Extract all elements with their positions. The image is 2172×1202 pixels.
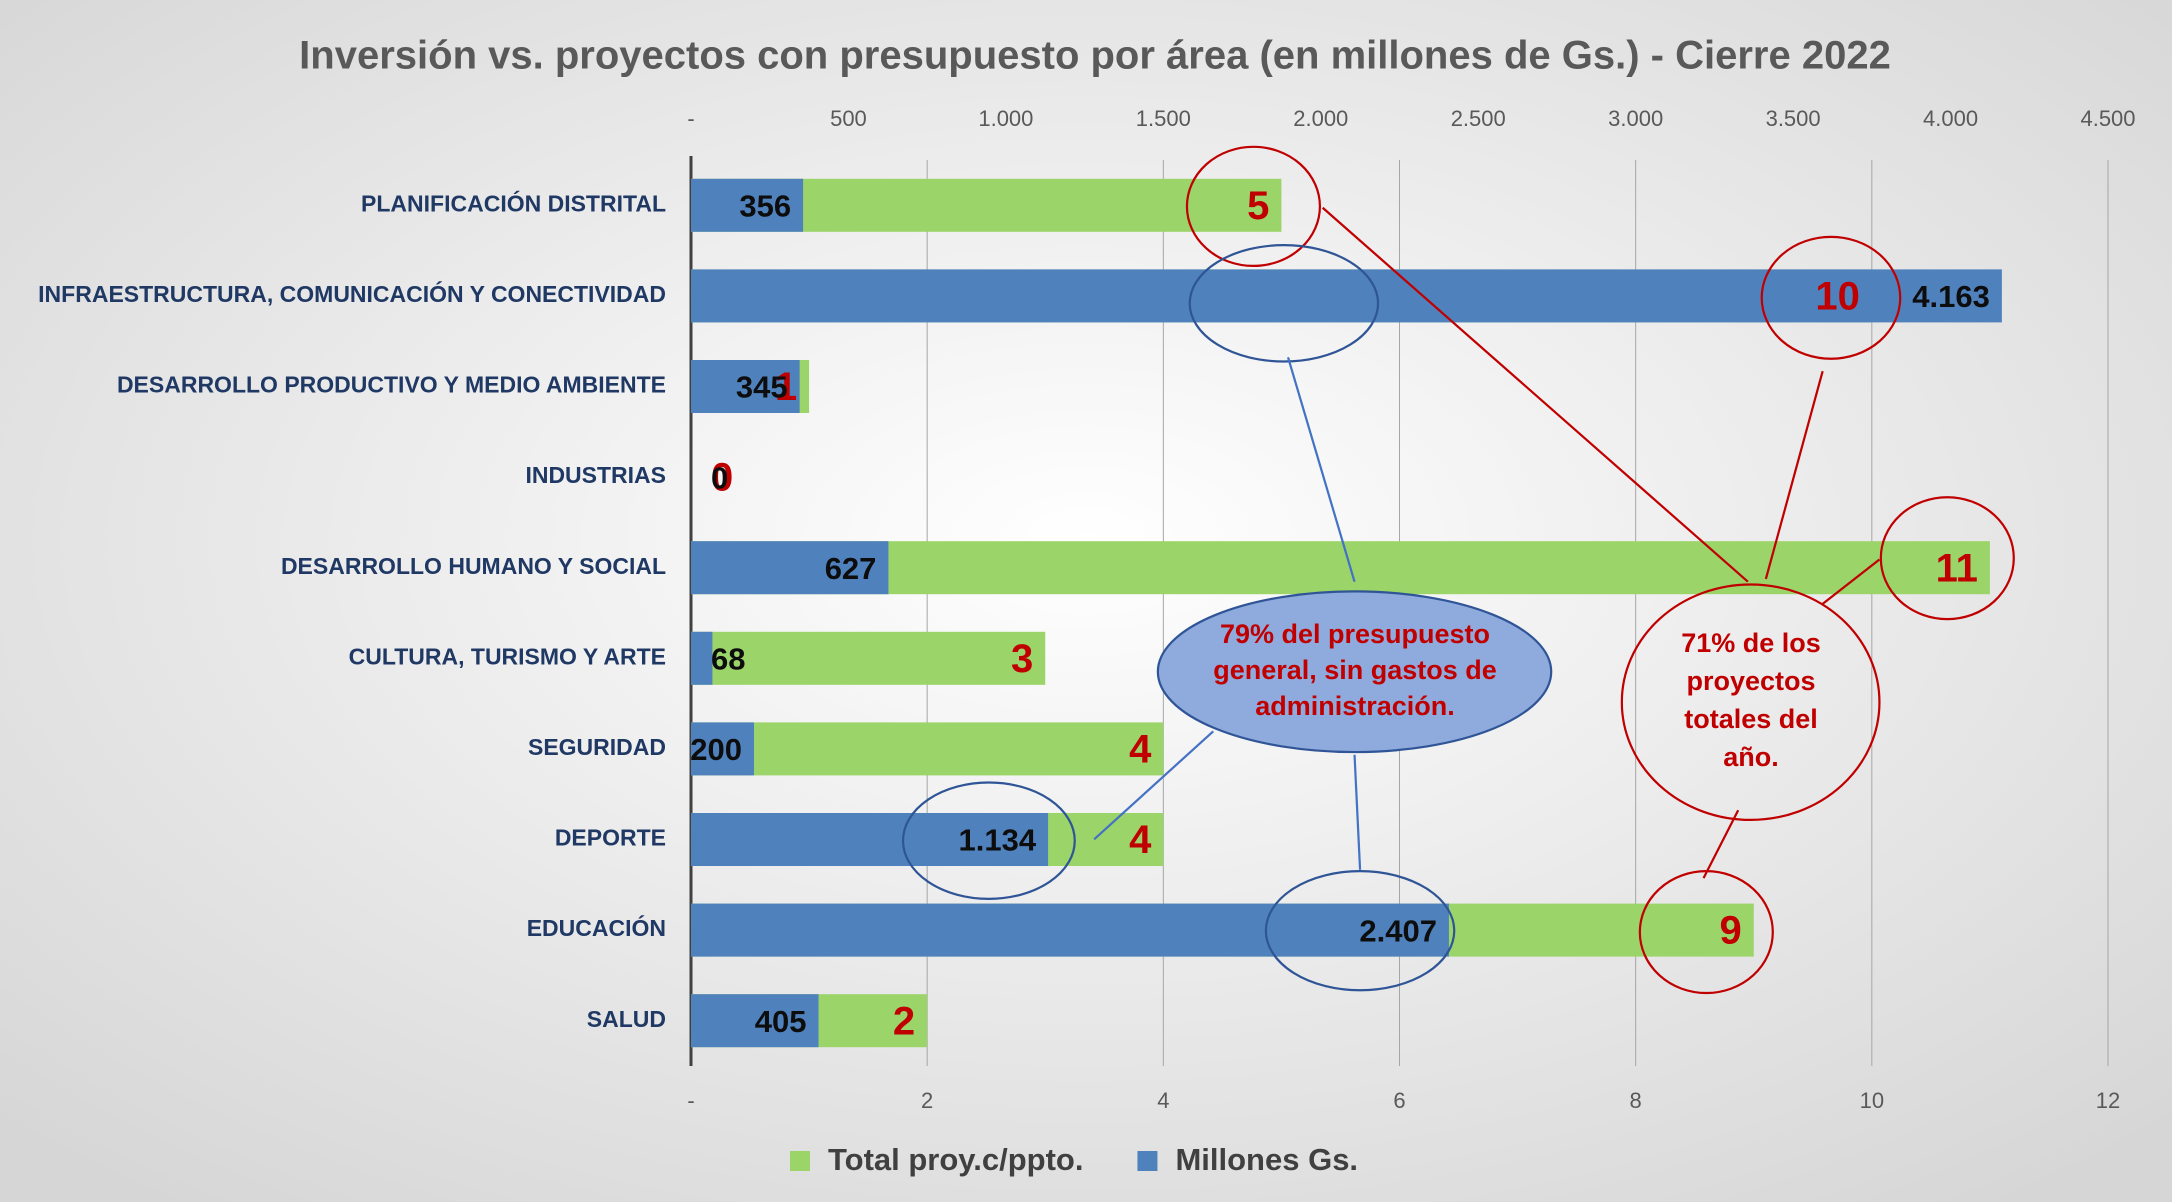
category-label: PLANIFICACIÓN DISTRITAL [361, 189, 666, 216]
legend-swatch [790, 1151, 810, 1171]
highlight-circle [901, 781, 1076, 900]
data-label: 4.163 [1912, 279, 1990, 314]
annotation-bubble [1156, 590, 1553, 754]
x-tick-label: 8 [1630, 1088, 1642, 1113]
category-label: DESARROLLO HUMANO Y SOCIAL [281, 553, 666, 579]
x2-tick-label: 1.500 [1136, 106, 1191, 131]
annotation: administración. [1255, 691, 1455, 721]
category-label: DESARROLLO PRODUCTIVO Y MEDIO AMBIENTE [117, 372, 666, 398]
plot-area: -2 4 6 8 10 12- 500 1.000 1.500 2.000 2.500 3.000 3.… [38, 106, 2135, 1113]
data-label: 9 [1720, 909, 1742, 953]
legend-label: Millones Gs. [1175, 1142, 1358, 1177]
data-label: 11 [1936, 546, 1978, 590]
category-label: DEPORTE [555, 825, 666, 851]
data-label: 5 [1247, 184, 1269, 228]
data-label: 4 [1129, 727, 1152, 771]
x2-tick-label: 4.000 [1923, 106, 1978, 131]
data-label: 2 [893, 999, 915, 1043]
data-label: 356 [739, 188, 791, 223]
highlight-circle [1879, 496, 2015, 621]
annotation: totales del [1684, 704, 1818, 734]
bar [691, 903, 1449, 957]
x-tick-label: 10 [1860, 1088, 1884, 1113]
bar [691, 722, 1164, 776]
data-label: 68 [711, 641, 745, 676]
data-label: 1 [775, 365, 797, 409]
highlight-circle [1760, 235, 1902, 360]
x2-tick-label: 500 [830, 106, 867, 131]
legend-label: Total proy.c/ppto. [828, 1142, 1083, 1177]
category-label: SEGURIDAD [528, 734, 666, 760]
category-label: CULTURA, TURISMO Y ARTE [349, 643, 666, 669]
category-label: SALUD [587, 1006, 666, 1032]
data-label: 405 [755, 1004, 807, 1039]
bar [691, 631, 1046, 685]
bar [691, 360, 800, 413]
x2-tick-label: 2.500 [1451, 106, 1506, 131]
annotation-bubble [1620, 583, 1881, 822]
annotation: 71% de los [1681, 628, 1821, 658]
bar [691, 178, 804, 232]
category-label: EDUCACIÓN [527, 914, 666, 941]
x2-tick-label: 4.500 [2080, 106, 2135, 131]
arrows [1321, 206, 1881, 879]
data-label: 345 [736, 370, 788, 405]
x2-tick-label: 3.500 [1766, 106, 1821, 131]
annotation: proyectos [1686, 666, 1815, 696]
bar [691, 631, 713, 685]
annotation: general, sin gastos de [1213, 655, 1497, 685]
data-label: 2.407 [1359, 913, 1437, 948]
decorations [901, 145, 2015, 995]
bar [691, 541, 889, 595]
x2-tick-label: 1.000 [978, 106, 1033, 131]
bar [691, 722, 754, 776]
category-label: INFRAESTRUCTURA, COMUNICACIÓN Y CONECTIV… [38, 280, 666, 307]
annotation: año. [1723, 742, 1779, 772]
x2-tick-label: 2.000 [1293, 106, 1348, 131]
x-tick-label: 12 [2096, 1088, 2120, 1113]
arrows [1093, 357, 1362, 870]
data-label: 0 [711, 456, 733, 500]
data-label: 10 [1815, 274, 1860, 318]
data-label: 200 [690, 732, 742, 767]
x-tick-label: 4 [1157, 1088, 1169, 1113]
highlight-circle [1188, 244, 1380, 363]
highlight-circle [1185, 145, 1322, 268]
chart-title: Inversión vs. proyectos con presupuesto … [299, 34, 1891, 78]
highlight-circle [1264, 870, 1456, 992]
data-label: 1.134 [959, 823, 1037, 858]
x2-tick-label: 3.000 [1608, 106, 1663, 131]
x2-tick-label: - [687, 106, 694, 131]
category-label: INDUSTRIAS [525, 462, 666, 488]
data-label: 627 [825, 551, 877, 586]
bar [691, 269, 2002, 323]
x-tick-label: 2 [921, 1088, 933, 1113]
data-label: 3 [1011, 637, 1033, 681]
bar [691, 813, 1049, 866]
x-tick-label: - [687, 1088, 694, 1113]
legend-swatch [1137, 1151, 1158, 1171]
bar [691, 994, 819, 1048]
annotation: 79% del presupuesto [1220, 619, 1490, 649]
data-label: 0 [711, 460, 728, 495]
data-label: 4 [1129, 818, 1152, 862]
x-tick-label: 6 [1393, 1088, 1405, 1113]
